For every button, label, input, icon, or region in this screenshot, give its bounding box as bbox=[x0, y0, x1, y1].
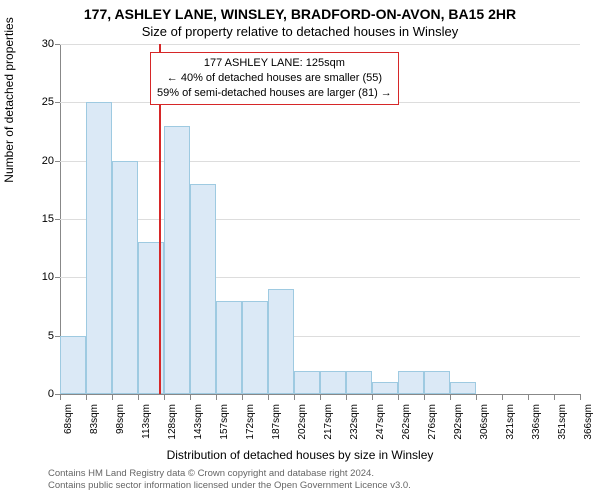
histogram-bar bbox=[112, 161, 138, 394]
y-tick-label: 0 bbox=[24, 388, 54, 400]
x-tick-label: 321sqm bbox=[505, 404, 516, 440]
histogram-bar bbox=[346, 371, 372, 394]
annotation-box: 177 ASHLEY LANE: 125sqm← 40% of detached… bbox=[150, 52, 399, 105]
y-tick-label: 25 bbox=[24, 96, 54, 108]
x-tick-mark bbox=[554, 394, 555, 400]
histogram-bar bbox=[86, 102, 112, 394]
y-tick-label: 20 bbox=[24, 155, 54, 167]
histogram-bar bbox=[268, 289, 294, 394]
histogram-bar bbox=[320, 371, 346, 394]
x-tick-mark bbox=[372, 394, 373, 400]
chart-subtitle: Size of property relative to detached ho… bbox=[0, 24, 600, 39]
attribution-text: Contains HM Land Registry data © Crown c… bbox=[48, 468, 411, 492]
annotation-line: ← 40% of detached houses are smaller (55… bbox=[157, 71, 392, 86]
x-tick-label: 292sqm bbox=[453, 404, 464, 440]
x-tick-label: 128sqm bbox=[167, 404, 178, 440]
y-axis-label: Number of detached properties bbox=[2, 0, 16, 250]
x-tick-mark bbox=[86, 394, 87, 400]
x-tick-label: 276sqm bbox=[427, 404, 438, 440]
x-tick-mark bbox=[112, 394, 113, 400]
x-tick-label: 202sqm bbox=[297, 404, 308, 440]
chart-container: 177, ASHLEY LANE, WINSLEY, BRADFORD-ON-A… bbox=[0, 0, 600, 500]
chart-title: 177, ASHLEY LANE, WINSLEY, BRADFORD-ON-A… bbox=[0, 6, 600, 22]
x-tick-mark bbox=[528, 394, 529, 400]
histogram-bar bbox=[398, 371, 424, 394]
x-tick-label: 98sqm bbox=[115, 404, 126, 434]
x-tick-label: 113sqm bbox=[141, 404, 152, 439]
x-tick-mark bbox=[294, 394, 295, 400]
x-tick-label: 143sqm bbox=[193, 404, 204, 440]
x-tick-mark bbox=[190, 394, 191, 400]
x-tick-mark bbox=[268, 394, 269, 400]
attribution-line-1: Contains HM Land Registry data © Crown c… bbox=[48, 468, 411, 480]
x-tick-label: 187sqm bbox=[271, 404, 282, 440]
y-tick-label: 5 bbox=[24, 330, 54, 342]
x-tick-label: 217sqm bbox=[323, 404, 334, 440]
x-tick-mark bbox=[320, 394, 321, 400]
x-tick-label: 232sqm bbox=[349, 404, 360, 440]
x-tick-mark bbox=[242, 394, 243, 400]
attribution-line-2: Contains public sector information licen… bbox=[48, 480, 411, 492]
histogram-bar bbox=[450, 382, 476, 394]
x-tick-mark bbox=[502, 394, 503, 400]
x-axis-label: Distribution of detached houses by size … bbox=[0, 448, 600, 462]
x-tick-mark bbox=[164, 394, 165, 400]
x-tick-mark bbox=[450, 394, 451, 400]
annotation-line: 59% of semi-detached houses are larger (… bbox=[157, 86, 392, 101]
x-tick-label: 247sqm bbox=[375, 404, 386, 440]
x-tick-label: 83sqm bbox=[89, 404, 100, 434]
x-tick-label: 336sqm bbox=[531, 404, 542, 440]
x-tick-label: 157sqm bbox=[219, 404, 230, 440]
histogram-bar bbox=[372, 382, 398, 394]
x-tick-mark bbox=[346, 394, 347, 400]
y-tick-label: 15 bbox=[24, 213, 54, 225]
x-tick-label: 306sqm bbox=[479, 404, 490, 440]
y-tick-label: 10 bbox=[24, 271, 54, 283]
x-tick-label: 262sqm bbox=[401, 404, 412, 440]
x-tick-label: 366sqm bbox=[583, 404, 594, 440]
x-tick-label: 68sqm bbox=[63, 404, 74, 434]
y-tick-label: 30 bbox=[24, 38, 54, 50]
annotation-line: 177 ASHLEY LANE: 125sqm bbox=[157, 56, 392, 71]
x-tick-label: 351sqm bbox=[557, 404, 568, 440]
x-tick-mark bbox=[60, 394, 61, 400]
x-tick-mark bbox=[424, 394, 425, 400]
histogram-bar bbox=[424, 371, 450, 394]
x-tick-mark bbox=[398, 394, 399, 400]
x-tick-mark bbox=[138, 394, 139, 400]
x-tick-mark bbox=[216, 394, 217, 400]
histogram-bar bbox=[294, 371, 320, 394]
histogram-bar bbox=[216, 301, 242, 394]
histogram-bar bbox=[190, 184, 216, 394]
histogram-bar bbox=[164, 126, 190, 394]
histogram-bar bbox=[242, 301, 268, 394]
histogram-bar bbox=[60, 336, 86, 394]
x-tick-mark bbox=[476, 394, 477, 400]
x-tick-mark bbox=[580, 394, 581, 400]
plot-area: 051015202530 177 ASHLEY LANE: 125sqm← 40… bbox=[60, 44, 580, 394]
x-tick-label: 172sqm bbox=[245, 404, 256, 440]
